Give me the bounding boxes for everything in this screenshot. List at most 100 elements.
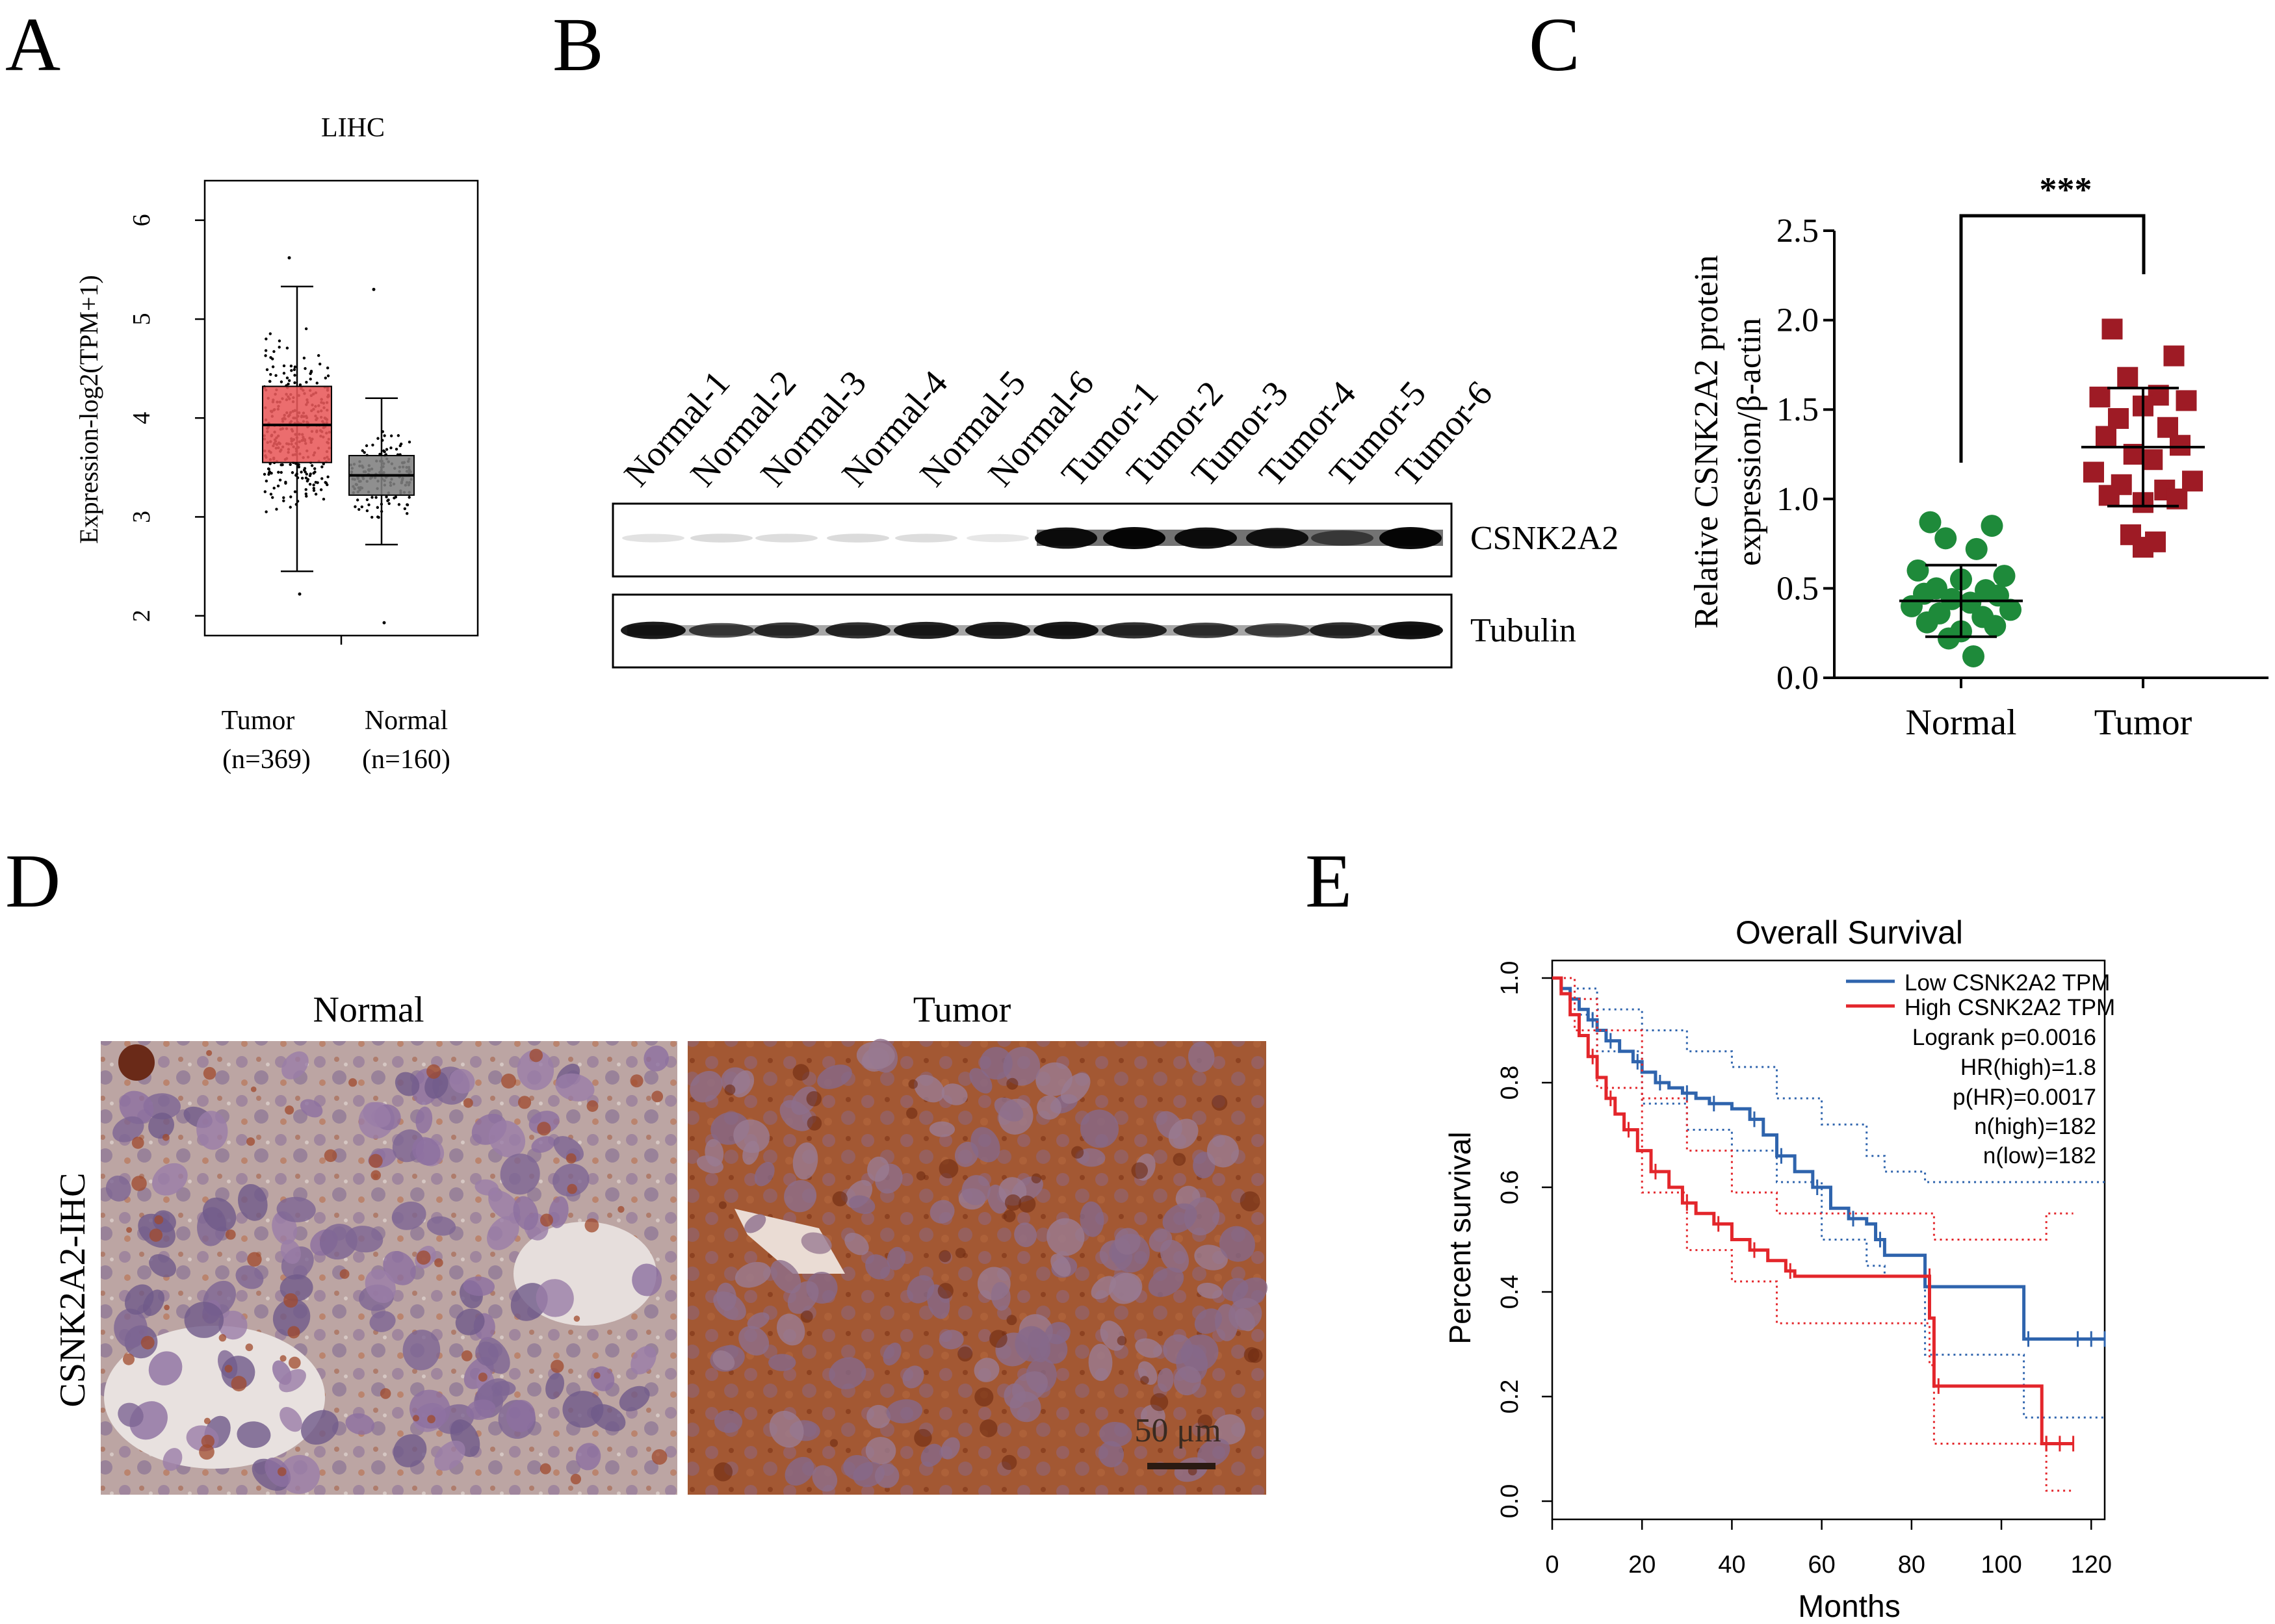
data-point: [395, 447, 398, 451]
stain-granule: [339, 1269, 350, 1279]
cell-nucleus: [1168, 1118, 1199, 1149]
stain-granule: [1018, 1195, 1036, 1213]
stain-granule: [280, 1355, 287, 1362]
data-point-normal: [1906, 559, 1929, 582]
cell-nucleus: [1197, 1438, 1230, 1467]
data-point: [370, 515, 374, 519]
stain-granule: [792, 1064, 810, 1081]
legend-label-high: High CSNK2A2 TPM: [1904, 995, 2115, 1020]
stain-granule: [164, 1304, 170, 1311]
data-point: [289, 495, 292, 498]
data-point-normal: [1984, 615, 2007, 638]
stain-granule: [593, 1372, 601, 1379]
stain-granule: [126, 1227, 133, 1233]
cell-nucleus: [319, 1224, 358, 1260]
stain-granule: [1031, 1173, 1042, 1183]
data-point: [277, 470, 280, 474]
stain-granule: [348, 1078, 358, 1087]
data-point: [320, 477, 324, 480]
y-tick-label: 2.5: [1776, 213, 1819, 250]
cell-nucleus: [941, 1083, 968, 1105]
panel-b-lane-labels: Normal-1Normal-2Normal-3Normal-4Normal-5…: [616, 363, 1500, 493]
stain-granule: [201, 1434, 215, 1449]
data-point: [264, 349, 268, 352]
data-point: [278, 478, 282, 482]
ihc-column-normal: Normal: [313, 990, 424, 1030]
cell-nucleus: [887, 1246, 906, 1270]
stain-granule: [939, 1250, 951, 1263]
data-point: [363, 451, 366, 454]
cell-nucleus: [402, 1330, 441, 1371]
cell-nucleus: [124, 1284, 154, 1315]
data-point: [383, 434, 386, 437]
panel-e-title: Overall Survival: [1736, 914, 1963, 951]
blot-row-label-csnk2a2: CSNK2A2: [1470, 520, 1618, 557]
y-tick-label: 0.8: [1496, 1066, 1524, 1100]
stain-spot: [118, 1044, 155, 1081]
cell-nucleus: [1060, 1072, 1091, 1104]
cell-nucleus: [1173, 1366, 1201, 1396]
ihc-column-tumor: Tumor: [913, 990, 1011, 1030]
data-point-tumor: [2142, 449, 2163, 470]
data-point: [287, 379, 291, 382]
significance-stars: ***: [2040, 170, 2092, 209]
data-point: [284, 480, 287, 484]
cell-nucleus: [1135, 1338, 1162, 1358]
y-tick-label: 0.4: [1496, 1275, 1524, 1309]
stat-n-low: n(low)=182: [1983, 1143, 2096, 1168]
cell-nucleus: [238, 1183, 268, 1221]
significance-bracket: [1959, 214, 2146, 463]
data-point: [324, 481, 327, 484]
cell-nucleus: [1188, 1041, 1215, 1072]
cell-nucleus: [1219, 1226, 1255, 1262]
band-tubulin: [965, 621, 1030, 639]
blot-row-label-tubulin: Tubulin: [1470, 612, 1576, 649]
stain-granule: [140, 1335, 155, 1350]
x-tick-label: 60: [1808, 1551, 1835, 1579]
stain-granule: [285, 1105, 294, 1115]
panel-c-dotplot: Relative CSNK2A2 protein expression/β-ac…: [1688, 170, 2268, 743]
cell-nucleus: [279, 1454, 320, 1494]
cell-nucleus: [907, 1275, 935, 1304]
data-point: [403, 507, 407, 510]
ihc-image-normal: [101, 1041, 677, 1495]
cell-nucleus: [202, 1197, 237, 1231]
cell-nucleus: [487, 1216, 519, 1250]
data-point-tumor: [2096, 426, 2116, 447]
x-tick-label: 40: [1718, 1551, 1745, 1579]
data-point: [264, 354, 267, 357]
cell-nucleus: [1160, 1239, 1190, 1273]
stain-granule: [1212, 1094, 1228, 1111]
stain-granule: [162, 1133, 170, 1141]
stain-granule: [908, 1079, 918, 1089]
data-point: [326, 367, 330, 370]
data-point: [302, 356, 306, 360]
cell-nucleus: [148, 1351, 183, 1386]
data-point: [326, 374, 330, 378]
cell-nucleus: [424, 1071, 448, 1099]
data-point: [304, 488, 307, 491]
cell-nucleus: [409, 1389, 450, 1429]
panel-d-ihc: Normal Tumor CSNK2A2-IHC 50 μm: [53, 990, 1268, 1495]
data-point: [365, 509, 369, 513]
cell-nucleus: [865, 1437, 896, 1465]
data-point: [271, 365, 275, 368]
data-point: [360, 505, 364, 509]
cell-nucleus: [776, 1313, 805, 1346]
data-point-normal: [1901, 595, 1923, 617]
band-tubulin: [754, 622, 819, 639]
stain-granule: [122, 1353, 135, 1365]
panel-a-title: LIHC: [321, 113, 385, 143]
data-point-normal: [1916, 611, 1938, 634]
cell-nucleus: [744, 1214, 766, 1233]
data-point: [280, 470, 283, 474]
stain-granule: [461, 1350, 473, 1361]
data-point: [297, 463, 300, 467]
cell-nucleus: [365, 1269, 396, 1304]
data-point-normal: [1959, 591, 1982, 614]
stain-granule: [1006, 1077, 1019, 1090]
data-point: [312, 489, 316, 492]
cell-nucleus: [844, 1232, 869, 1256]
cell-nucleus: [412, 1137, 441, 1166]
